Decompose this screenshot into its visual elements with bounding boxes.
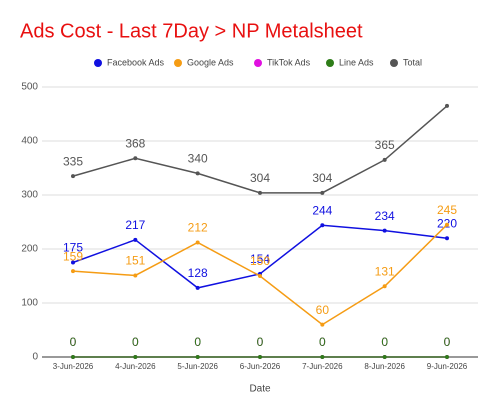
data-point bbox=[445, 222, 449, 227]
data-point bbox=[382, 355, 387, 359]
legend-label: Facebook Ads bbox=[107, 57, 165, 67]
x-tick-label: 5-Jun-2026 bbox=[177, 362, 218, 371]
chart-title: Ads Cost - Last 7Day > NP Metalsheet bbox=[20, 20, 363, 42]
data-point bbox=[258, 274, 262, 278]
y-tick-label: 0 bbox=[32, 352, 38, 363]
data-label: 0 bbox=[70, 335, 77, 349]
data-point bbox=[445, 103, 449, 108]
data-point bbox=[445, 236, 449, 241]
data-point bbox=[133, 237, 138, 242]
data-label: 0 bbox=[132, 335, 139, 349]
y-tick-label: 100 bbox=[21, 298, 38, 309]
x-tick-label: 4-Jun-2026 bbox=[115, 362, 156, 371]
data-label: 151 bbox=[125, 254, 145, 268]
data-point bbox=[71, 260, 75, 265]
data-point bbox=[195, 355, 200, 359]
data-point bbox=[71, 174, 75, 179]
data-point bbox=[445, 355, 449, 359]
x-tick-label: 6-Jun-2026 bbox=[240, 362, 281, 371]
y-tick-label: 200 bbox=[21, 244, 38, 255]
legend-label: Line Ads bbox=[339, 57, 374, 67]
data-point bbox=[195, 285, 200, 290]
x-axis-title: Date bbox=[249, 384, 271, 395]
data-label: 365 bbox=[375, 138, 395, 152]
data-point bbox=[71, 269, 75, 274]
data-label: 175 bbox=[63, 241, 83, 255]
data-label: 304 bbox=[250, 171, 270, 185]
y-tick-label: 300 bbox=[21, 190, 38, 201]
legend-marker bbox=[94, 59, 102, 67]
data-label: 128 bbox=[188, 266, 208, 280]
data-label: 212 bbox=[188, 221, 208, 235]
data-point bbox=[382, 284, 387, 289]
legend-label: Total bbox=[403, 57, 422, 67]
data-label: 0 bbox=[132, 335, 139, 349]
data-label: 335 bbox=[63, 154, 83, 168]
data-label: 0 bbox=[194, 335, 201, 349]
legend-marker bbox=[390, 59, 398, 67]
data-point bbox=[71, 355, 75, 359]
legend-marker bbox=[326, 59, 334, 67]
data-point bbox=[382, 157, 387, 162]
data-label: 217 bbox=[125, 218, 145, 232]
data-label: 0 bbox=[257, 335, 264, 349]
data-label: 340 bbox=[188, 152, 208, 166]
data-label: 0 bbox=[257, 335, 264, 349]
data-label: 368 bbox=[125, 136, 145, 150]
data-label: 131 bbox=[375, 264, 395, 278]
data-label: 150 bbox=[250, 254, 270, 268]
x-tick-label: 7-Jun-2026 bbox=[302, 362, 343, 371]
data-label: 0 bbox=[444, 335, 451, 349]
legend-marker bbox=[254, 59, 262, 67]
y-tick-label: 400 bbox=[21, 136, 38, 147]
data-label: 0 bbox=[319, 335, 326, 349]
data-point bbox=[195, 240, 200, 245]
data-label: 154 bbox=[250, 252, 270, 266]
data-point bbox=[382, 228, 387, 233]
data-label: 0 bbox=[381, 335, 388, 349]
data-label: 234 bbox=[375, 209, 395, 223]
data-point bbox=[195, 171, 200, 176]
data-point bbox=[133, 355, 138, 359]
data-label: 0 bbox=[381, 335, 388, 349]
data-label: 0 bbox=[444, 335, 451, 349]
data-point bbox=[133, 156, 138, 161]
legend-label: Google Ads bbox=[187, 57, 234, 67]
data-point bbox=[320, 190, 325, 195]
data-label: 0 bbox=[319, 335, 326, 349]
data-label: 304 bbox=[312, 171, 332, 185]
data-point bbox=[320, 223, 325, 228]
data-point bbox=[320, 322, 325, 327]
data-label: 159 bbox=[63, 249, 83, 263]
data-label: 60 bbox=[316, 303, 330, 317]
data-point bbox=[258, 190, 262, 195]
x-tick-label: 8-Jun-2026 bbox=[364, 362, 405, 371]
data-point bbox=[133, 273, 138, 278]
data-label: 245 bbox=[437, 203, 457, 217]
data-label: 0 bbox=[194, 335, 201, 349]
x-tick-label: 3-Jun-2026 bbox=[53, 362, 94, 371]
y-tick-label: 500 bbox=[21, 82, 38, 93]
data-label: 244 bbox=[312, 203, 332, 217]
data-point bbox=[320, 355, 325, 359]
data-label: 0 bbox=[70, 335, 77, 349]
data-point bbox=[258, 355, 262, 359]
legend-marker bbox=[174, 59, 182, 67]
legend-label: TikTok Ads bbox=[267, 57, 311, 67]
x-tick-label: 9-Jun-2026 bbox=[427, 362, 468, 371]
